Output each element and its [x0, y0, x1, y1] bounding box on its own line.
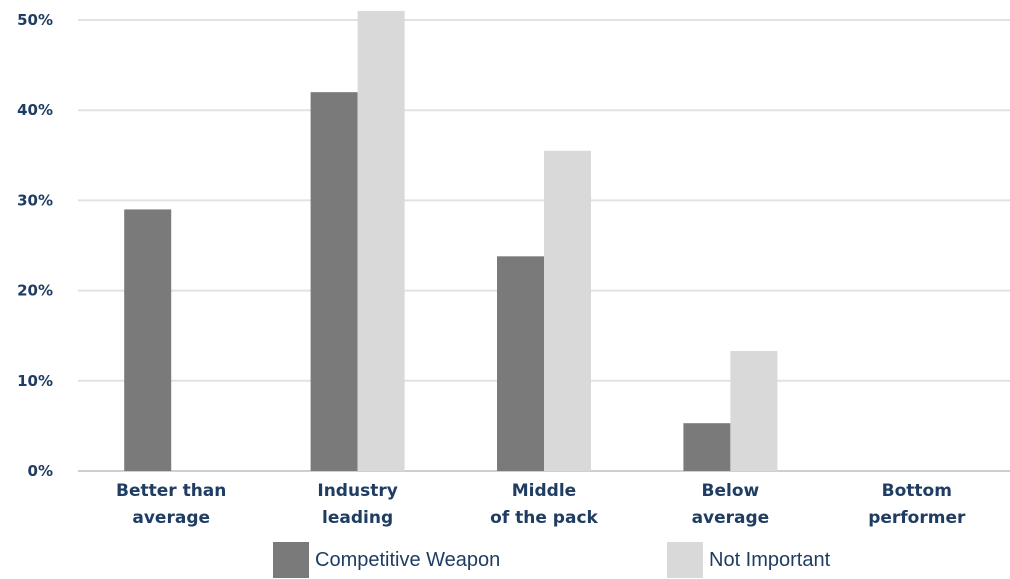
y-tick-label: 50%: [17, 11, 53, 29]
legend-item-competitive-weapon: Competitive Weapon: [273, 542, 500, 578]
legend-label-competitive-weapon: Competitive Weapon: [315, 548, 501, 571]
y-tick-label: 0%: [28, 462, 53, 480]
x-category-label: Bottom: [882, 481, 952, 501]
legend-label-not-important: Not Important: [709, 548, 831, 571]
y-tick-label: 10%: [17, 372, 53, 390]
x-category-label: average: [692, 508, 770, 528]
legend-swatch-not-important: [667, 542, 703, 578]
bar-competitive-weapon: [124, 209, 172, 472]
y-axis-ticks: 0% 10% 20% 30% 40% 50%: [17, 11, 53, 480]
x-category-label: Industry: [317, 481, 397, 501]
bar-chart: 0% 10% 20% 30% 40% 50% Better than average Indu…: [17, 10, 1010, 528]
x-category-label: of the pack: [490, 508, 598, 528]
bar-competitive-weapon: [497, 256, 544, 471]
bars: [124, 10, 778, 472]
bar-not-important: [357, 10, 405, 471]
legend-item-not-important: Not Important: [667, 542, 830, 578]
x-category-label: performer: [868, 508, 966, 528]
x-category-label: average: [132, 508, 210, 528]
x-category-label: Below: [702, 481, 760, 501]
y-tick-label: 30%: [17, 191, 53, 209]
bar-competitive-weapon: [683, 423, 731, 471]
y-tick-label: 40%: [17, 101, 53, 119]
bar-not-important: [730, 351, 778, 471]
legend-swatch-competitive-weapon: [273, 542, 309, 578]
bar-competitive-weapon: [310, 92, 358, 471]
x-category-label: Better than: [116, 481, 226, 501]
x-axis-labels: Better than average Industry leading Middle o…: [116, 481, 966, 528]
bar-not-important: [544, 150, 591, 472]
x-category-label: leading: [322, 508, 393, 528]
x-category-label: Middle: [512, 481, 576, 501]
y-tick-label: 20%: [17, 282, 53, 300]
